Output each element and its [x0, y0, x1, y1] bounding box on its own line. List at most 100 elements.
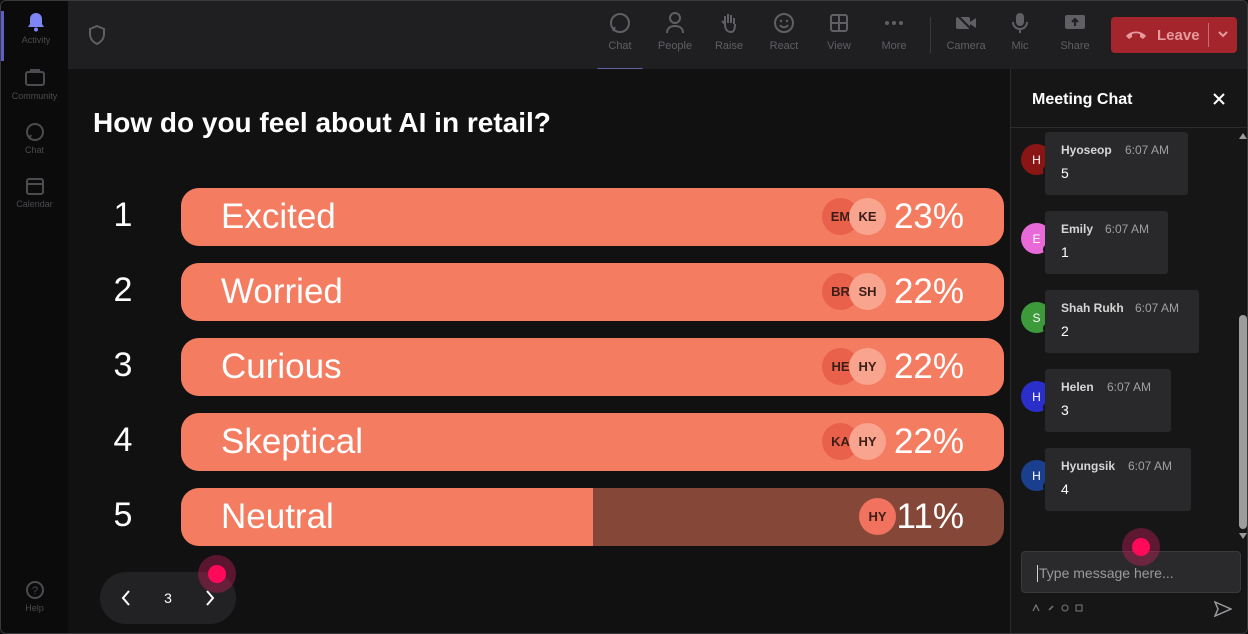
- option-label: Curious: [221, 347, 342, 386]
- option-rank: 1: [113, 196, 133, 234]
- message-bubble: Helen 6:07 AM 3: [1045, 369, 1171, 432]
- message-placeholder: Type message here...: [1039, 565, 1174, 581]
- mic-label: Mic: [1011, 40, 1029, 52]
- option-label: Skeptical: [221, 422, 364, 461]
- phone-hangup-icon: [1125, 25, 1151, 45]
- more-label: More: [881, 40, 907, 52]
- poll-option-row: 2 Worried BR SH 22%: [68, 263, 1010, 321]
- view-button[interactable]: View: [814, 11, 864, 63]
- message-input[interactable]: Type message here...: [1021, 551, 1241, 593]
- rail-label: Help: [25, 603, 44, 613]
- raise-label: Raise: [714, 40, 744, 52]
- option-percent: 23%: [893, 197, 964, 236]
- message-bubble: Hyoseop 6:07 AM 5: [1045, 132, 1188, 195]
- grid-icon: [827, 11, 851, 35]
- click-indicator: [1122, 528, 1160, 566]
- page-number: 3: [164, 590, 172, 606]
- poll-stage: How do you feel about AI in retail? 1 Exc…: [68, 69, 1010, 633]
- rail-label: Chat: [24, 145, 44, 155]
- chevron-left-icon[interactable]: [116, 588, 136, 608]
- option-bar: Worried BR SH 22%: [181, 263, 1004, 321]
- chat-scrollbar[interactable]: [1237, 131, 1247, 543]
- rail-label: Community: [11, 91, 58, 101]
- scroll-up-arrow[interactable]: [1239, 133, 1247, 139]
- message-text: 3: [1061, 402, 1069, 418]
- meeting-toolbar: Chat People Raise React View More Camera: [68, 1, 1247, 71]
- rail-item-chat[interactable]: Chat: [1, 121, 68, 171]
- sender-name: Helen: [1061, 380, 1094, 394]
- message-text: 2: [1061, 323, 1069, 339]
- message-time: 6:07 AM: [1105, 222, 1150, 236]
- leave-label: Leave: [1157, 26, 1200, 44]
- voter-avatar: KE: [849, 198, 886, 235]
- people-icon: [663, 11, 687, 35]
- message-time: 6:07 AM: [1107, 380, 1152, 394]
- raise-hand-button[interactable]: Raise: [704, 11, 754, 63]
- people-label: People: [657, 40, 693, 52]
- option-label: Neutral: [221, 497, 334, 536]
- share-screen-icon: [1063, 11, 1087, 35]
- rail-item-community[interactable]: Community: [1, 67, 68, 117]
- poll-option-row: 5 Neutral HY 11%: [68, 488, 1010, 546]
- poll-question: How do you feel about AI in retail?: [93, 107, 551, 138]
- scroll-down-arrow[interactable]: [1239, 533, 1247, 539]
- message-bubble: Emily 6:07 AM 1: [1045, 211, 1168, 274]
- format-icon[interactable]: [1032, 604, 1040, 612]
- sender-name: Hyungsik: [1061, 459, 1116, 473]
- people-button[interactable]: People: [650, 11, 700, 63]
- more-button[interactable]: More: [869, 11, 919, 63]
- emoji-icon[interactable]: [1061, 604, 1069, 612]
- leave-button[interactable]: Leave: [1111, 17, 1237, 53]
- message-time: 6:07 AM: [1135, 301, 1180, 315]
- attach-icon[interactable]: [1047, 604, 1055, 612]
- option-bar: Excited EM KE 23%: [181, 188, 1004, 246]
- camera-off-icon: [954, 11, 978, 35]
- option-rank: 5: [113, 496, 133, 534]
- option-percent: 22%: [893, 272, 964, 311]
- mic-button[interactable]: Mic: [995, 11, 1045, 63]
- option-label: Worried: [221, 272, 343, 311]
- option-label: Excited: [221, 197, 336, 236]
- option-rank: 2: [113, 271, 133, 309]
- sender-name: Emily: [1061, 222, 1094, 236]
- camera-button[interactable]: Camera: [941, 11, 991, 63]
- share-button[interactable]: Share: [1050, 11, 1100, 63]
- svg-text:?: ?: [31, 585, 37, 597]
- bell-icon: [25, 11, 47, 33]
- sender-name: Shah Rukh: [1061, 301, 1124, 315]
- chevron-down-icon[interactable]: [1217, 28, 1229, 40]
- chevron-right-icon[interactable]: [200, 588, 220, 608]
- poll-option-row: 1 Excited EM KE 23%: [68, 188, 1010, 246]
- camera-label: Camera: [946, 40, 986, 52]
- leave-divider: [1208, 23, 1209, 47]
- close-icon[interactable]: [1211, 91, 1227, 107]
- rail-item-calendar[interactable]: Calendar: [1, 175, 68, 225]
- rail-label: Calendar: [16, 199, 53, 209]
- message-bubble: Hyungsik 6:07 AM 4: [1045, 448, 1191, 511]
- send-icon[interactable]: [1214, 600, 1232, 618]
- voter-avatar: HY: [849, 423, 886, 460]
- message-time: 6:07 AM: [1125, 143, 1170, 157]
- text-caret: [1037, 565, 1038, 582]
- message-text: 1: [1061, 244, 1069, 260]
- chat-button[interactable]: Chat: [595, 11, 645, 71]
- gif-icon[interactable]: [1075, 604, 1083, 612]
- message-time: 6:07 AM: [1128, 459, 1173, 473]
- option-percent: 11%: [896, 497, 964, 536]
- voter-avatar: HY: [849, 348, 886, 385]
- smiley-icon: [772, 11, 796, 35]
- rail-item-help[interactable]: ? Help: [1, 579, 68, 629]
- rail-item-activity[interactable]: Activity: [1, 11, 68, 61]
- option-rank: 3: [113, 346, 133, 384]
- chat-icon: [608, 11, 632, 35]
- option-rank: 4: [113, 421, 133, 459]
- chat-label: Chat: [608, 40, 632, 52]
- chat-divider: [1011, 127, 1247, 128]
- react-button[interactable]: React: [759, 11, 809, 63]
- scroll-thumb[interactable]: [1239, 315, 1247, 529]
- hand-icon: [717, 11, 741, 35]
- click-indicator: [198, 555, 236, 593]
- view-label: View: [827, 40, 851, 52]
- option-percent: 22%: [893, 422, 964, 461]
